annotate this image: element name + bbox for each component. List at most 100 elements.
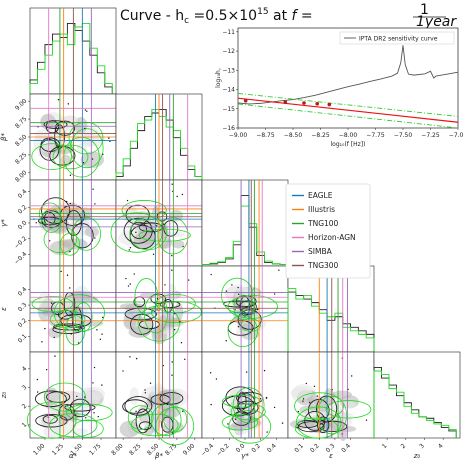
contour-green bbox=[71, 217, 102, 251]
scatter-point bbox=[273, 406, 276, 409]
scatter-point bbox=[234, 309, 236, 311]
title-sub: c bbox=[184, 16, 189, 26]
scatter-point bbox=[99, 338, 102, 341]
contour-green bbox=[130, 413, 179, 437]
density-blob bbox=[119, 420, 140, 438]
scatter-point bbox=[86, 110, 88, 112]
y-tick-label: 4 bbox=[21, 365, 29, 373]
scatter-point bbox=[45, 368, 48, 371]
contour-green bbox=[143, 294, 168, 334]
scatter-point bbox=[237, 286, 239, 289]
scatter-point bbox=[35, 222, 37, 224]
inset-x-tick-label: −7.75 bbox=[366, 132, 385, 139]
scatter-point bbox=[44, 327, 46, 330]
contour-black bbox=[130, 221, 148, 239]
density-blob bbox=[128, 326, 151, 338]
density-blob bbox=[87, 296, 98, 303]
marginal-green-histogram bbox=[287, 288, 375, 352]
marginal-green-histogram bbox=[373, 370, 457, 438]
contour-black bbox=[130, 313, 154, 335]
x-tick-label: 0.2 bbox=[250, 442, 262, 454]
contour-black bbox=[159, 392, 184, 405]
contour-green bbox=[74, 302, 93, 333]
y-tick-label: 8.50 bbox=[14, 133, 29, 148]
marginal-black-histogram bbox=[29, 23, 113, 94]
inset-x-tick-label: −7.00 bbox=[449, 132, 463, 139]
scatter-point bbox=[101, 333, 103, 335]
contour-green bbox=[49, 310, 86, 329]
x-tick-label: 9.00 bbox=[182, 442, 197, 457]
density-blob bbox=[129, 387, 139, 405]
x-tick-label: 4 bbox=[437, 442, 445, 450]
scatter-point bbox=[266, 431, 268, 433]
contour-green bbox=[150, 301, 202, 324]
scatter-point bbox=[53, 336, 55, 339]
x-tick-label: 1.25 bbox=[51, 442, 66, 457]
x-tick-label: 0.4 bbox=[266, 442, 278, 454]
density-blob bbox=[169, 209, 184, 222]
scatter-point bbox=[135, 357, 138, 360]
y-axis-label-2: γ* bbox=[0, 219, 8, 227]
y-tick-label: 0.1 bbox=[17, 333, 29, 345]
median-line bbox=[237, 97, 459, 123]
inset-legend-frame bbox=[339, 31, 455, 45]
scatter-point bbox=[92, 188, 94, 190]
inset-frame bbox=[237, 27, 459, 129]
legend-label-TNG100: TNG100 bbox=[307, 219, 339, 228]
x-axis-label-2: γ* bbox=[241, 452, 249, 460]
scatter-point bbox=[171, 374, 173, 376]
simulation-legend: EAGLE Illustris TNG100 Horizon-AGN SIMBA TNG3… bbox=[285, 183, 371, 279]
y-tick-label: 0.3 bbox=[17, 301, 29, 313]
y-tick-label: 8.25 bbox=[14, 151, 29, 166]
panel-3-1 bbox=[115, 265, 203, 353]
marginal-black-histogram bbox=[287, 291, 375, 352]
inset-x-axis-label: log₁₀(f [Hz]) bbox=[330, 141, 365, 148]
x-tick-label: 1 bbox=[381, 442, 389, 450]
contour-black bbox=[123, 217, 153, 244]
inset-x-tick-label: −8.00 bbox=[339, 132, 358, 139]
scatter-point bbox=[69, 174, 72, 176]
contour-black bbox=[35, 413, 68, 428]
scatter-point bbox=[181, 193, 184, 196]
scatter-point bbox=[69, 287, 71, 289]
scatter-point bbox=[149, 382, 152, 384]
density-blob bbox=[43, 425, 61, 438]
scatter-point bbox=[237, 326, 240, 328]
scatter-point bbox=[135, 231, 137, 234]
title-eq2: = bbox=[296, 8, 312, 24]
density-blob bbox=[82, 386, 105, 401]
contour-green bbox=[163, 406, 188, 433]
x-axis-label-4: z₀ bbox=[413, 452, 421, 460]
scatter-point bbox=[297, 410, 300, 413]
scatter-point bbox=[182, 245, 184, 248]
scatter-point bbox=[96, 329, 98, 331]
scatter-point bbox=[84, 396, 86, 398]
contour-black bbox=[45, 120, 60, 134]
scatter-point bbox=[128, 249, 131, 251]
inset-x-tick-label: −9.00 bbox=[229, 132, 248, 139]
panel-3-2 bbox=[201, 265, 289, 353]
frequency-marker bbox=[243, 98, 248, 103]
scatter-point bbox=[135, 410, 137, 412]
scatter-point bbox=[108, 137, 110, 139]
scatter-point bbox=[171, 254, 173, 257]
contour-green bbox=[325, 400, 372, 419]
title-eq: =0.5×10 bbox=[189, 8, 257, 24]
scatter-point bbox=[179, 321, 181, 323]
contour-green bbox=[134, 278, 159, 315]
scatter-point bbox=[259, 398, 262, 400]
scatter-point bbox=[225, 340, 227, 342]
contour-black bbox=[41, 197, 71, 224]
y-tick-label: −0.4 bbox=[13, 251, 28, 266]
y-axis-label-1: β* bbox=[0, 133, 8, 141]
contour-green bbox=[138, 228, 191, 242]
scatter-point bbox=[313, 385, 316, 388]
scatter-point bbox=[102, 316, 104, 319]
scatter-point bbox=[129, 356, 131, 358]
inset-legend-label: IPTA DR2 sensitivity curve bbox=[359, 36, 438, 43]
frequency-marker bbox=[327, 102, 332, 107]
x-tick-label: 8.00 bbox=[110, 442, 125, 457]
sensitivity-inset: −9.00 −8.75 −8.50 −8.25 −8.00 −7.75 −7.50 −7.25… bbox=[215, 27, 463, 148]
legend-label-Illustris: Illustris bbox=[308, 205, 335, 214]
